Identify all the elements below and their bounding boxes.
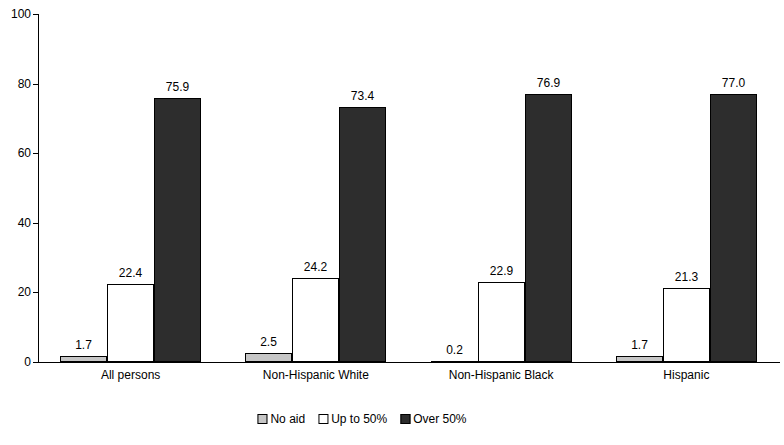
value-label: 77.0 (690, 76, 777, 90)
bar (663, 288, 710, 362)
bar (710, 94, 757, 362)
bar (431, 361, 478, 363)
value-label: 76.9 (505, 76, 592, 90)
y-tick-mark (33, 84, 38, 85)
x-axis-line (38, 362, 780, 363)
legend-swatch-icon (257, 414, 267, 424)
x-category-label: Non-Hispanic White (223, 368, 408, 382)
bar (339, 107, 386, 362)
y-tick-label: 100 (0, 7, 31, 21)
y-tick-mark (33, 14, 38, 15)
y-tick-label: 20 (0, 285, 31, 299)
legend-label: Up to 50% (331, 412, 387, 426)
y-tick-label: 40 (0, 216, 31, 230)
y-tick-mark (33, 223, 38, 224)
legend-label: Over 50% (413, 412, 466, 426)
bar (60, 356, 107, 362)
y-tick-mark (33, 153, 38, 154)
bar (292, 278, 339, 362)
bar (525, 94, 572, 362)
bar (616, 356, 663, 362)
value-label: 75.9 (134, 80, 221, 94)
legend-item: No aid (257, 412, 305, 426)
legend-swatch-icon (400, 414, 410, 424)
y-tick-mark (33, 362, 38, 363)
x-category-label: Non-Hispanic Black (409, 368, 594, 382)
y-tick-label: 60 (0, 146, 31, 160)
y-tick-mark (33, 292, 38, 293)
legend-item: Up to 50% (318, 412, 387, 426)
legend: No aid Up to 50% Over 50% (257, 412, 466, 426)
bar-chart: 020406080100 1.722.475.92.524.273.40.222… (0, 0, 784, 445)
legend-label: No aid (270, 412, 305, 426)
y-axis-line (38, 14, 39, 363)
x-category-label: Hispanic (594, 368, 779, 382)
y-tick-label: 80 (0, 77, 31, 91)
y-tick-label: 0 (0, 355, 31, 369)
value-label: 73.4 (319, 89, 406, 103)
legend-item: Over 50% (400, 412, 466, 426)
bar (154, 98, 201, 362)
bar (245, 353, 292, 362)
bar (478, 282, 525, 362)
x-category-label: All persons (38, 368, 223, 382)
legend-swatch-icon (318, 414, 328, 424)
bar (107, 284, 154, 362)
